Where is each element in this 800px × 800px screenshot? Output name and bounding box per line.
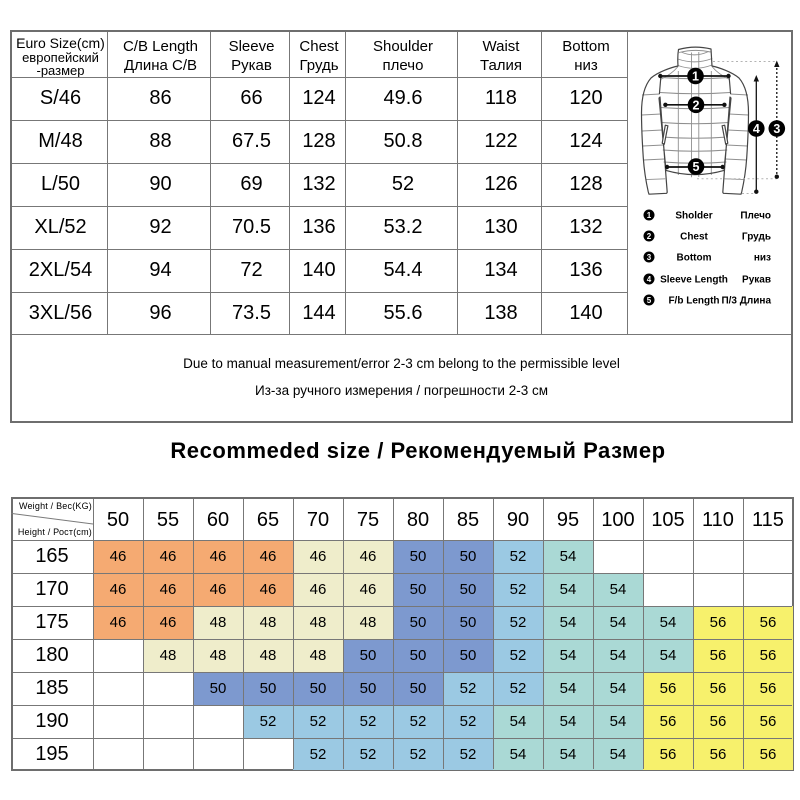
svg-text:F/b Length: F/b Length	[668, 296, 719, 307]
svg-text:П/3 Длина: П/3 Длина	[721, 296, 771, 307]
svg-text:Chest: Chest	[680, 232, 708, 243]
svg-text:3: 3	[647, 253, 652, 262]
svg-text:1: 1	[647, 211, 652, 220]
svg-text:2: 2	[693, 98, 700, 112]
svg-text:Грудь: Грудь	[742, 232, 771, 243]
svg-text:низ: низ	[754, 253, 771, 264]
svg-text:4: 4	[647, 275, 652, 284]
svg-text:Sleeve Length: Sleeve Length	[660, 275, 728, 286]
svg-text:4: 4	[753, 122, 760, 136]
svg-text:1: 1	[692, 70, 699, 84]
svg-text:Bottom: Bottom	[677, 253, 712, 264]
svg-text:3: 3	[773, 122, 780, 136]
svg-text:5: 5	[647, 296, 652, 305]
svg-text:5: 5	[693, 160, 700, 174]
svg-text:Sholder: Sholder	[675, 211, 712, 222]
svg-text:Плечо: Плечо	[740, 211, 771, 222]
svg-text:2: 2	[647, 232, 652, 241]
svg-text:Рукав: Рукав	[742, 275, 771, 286]
